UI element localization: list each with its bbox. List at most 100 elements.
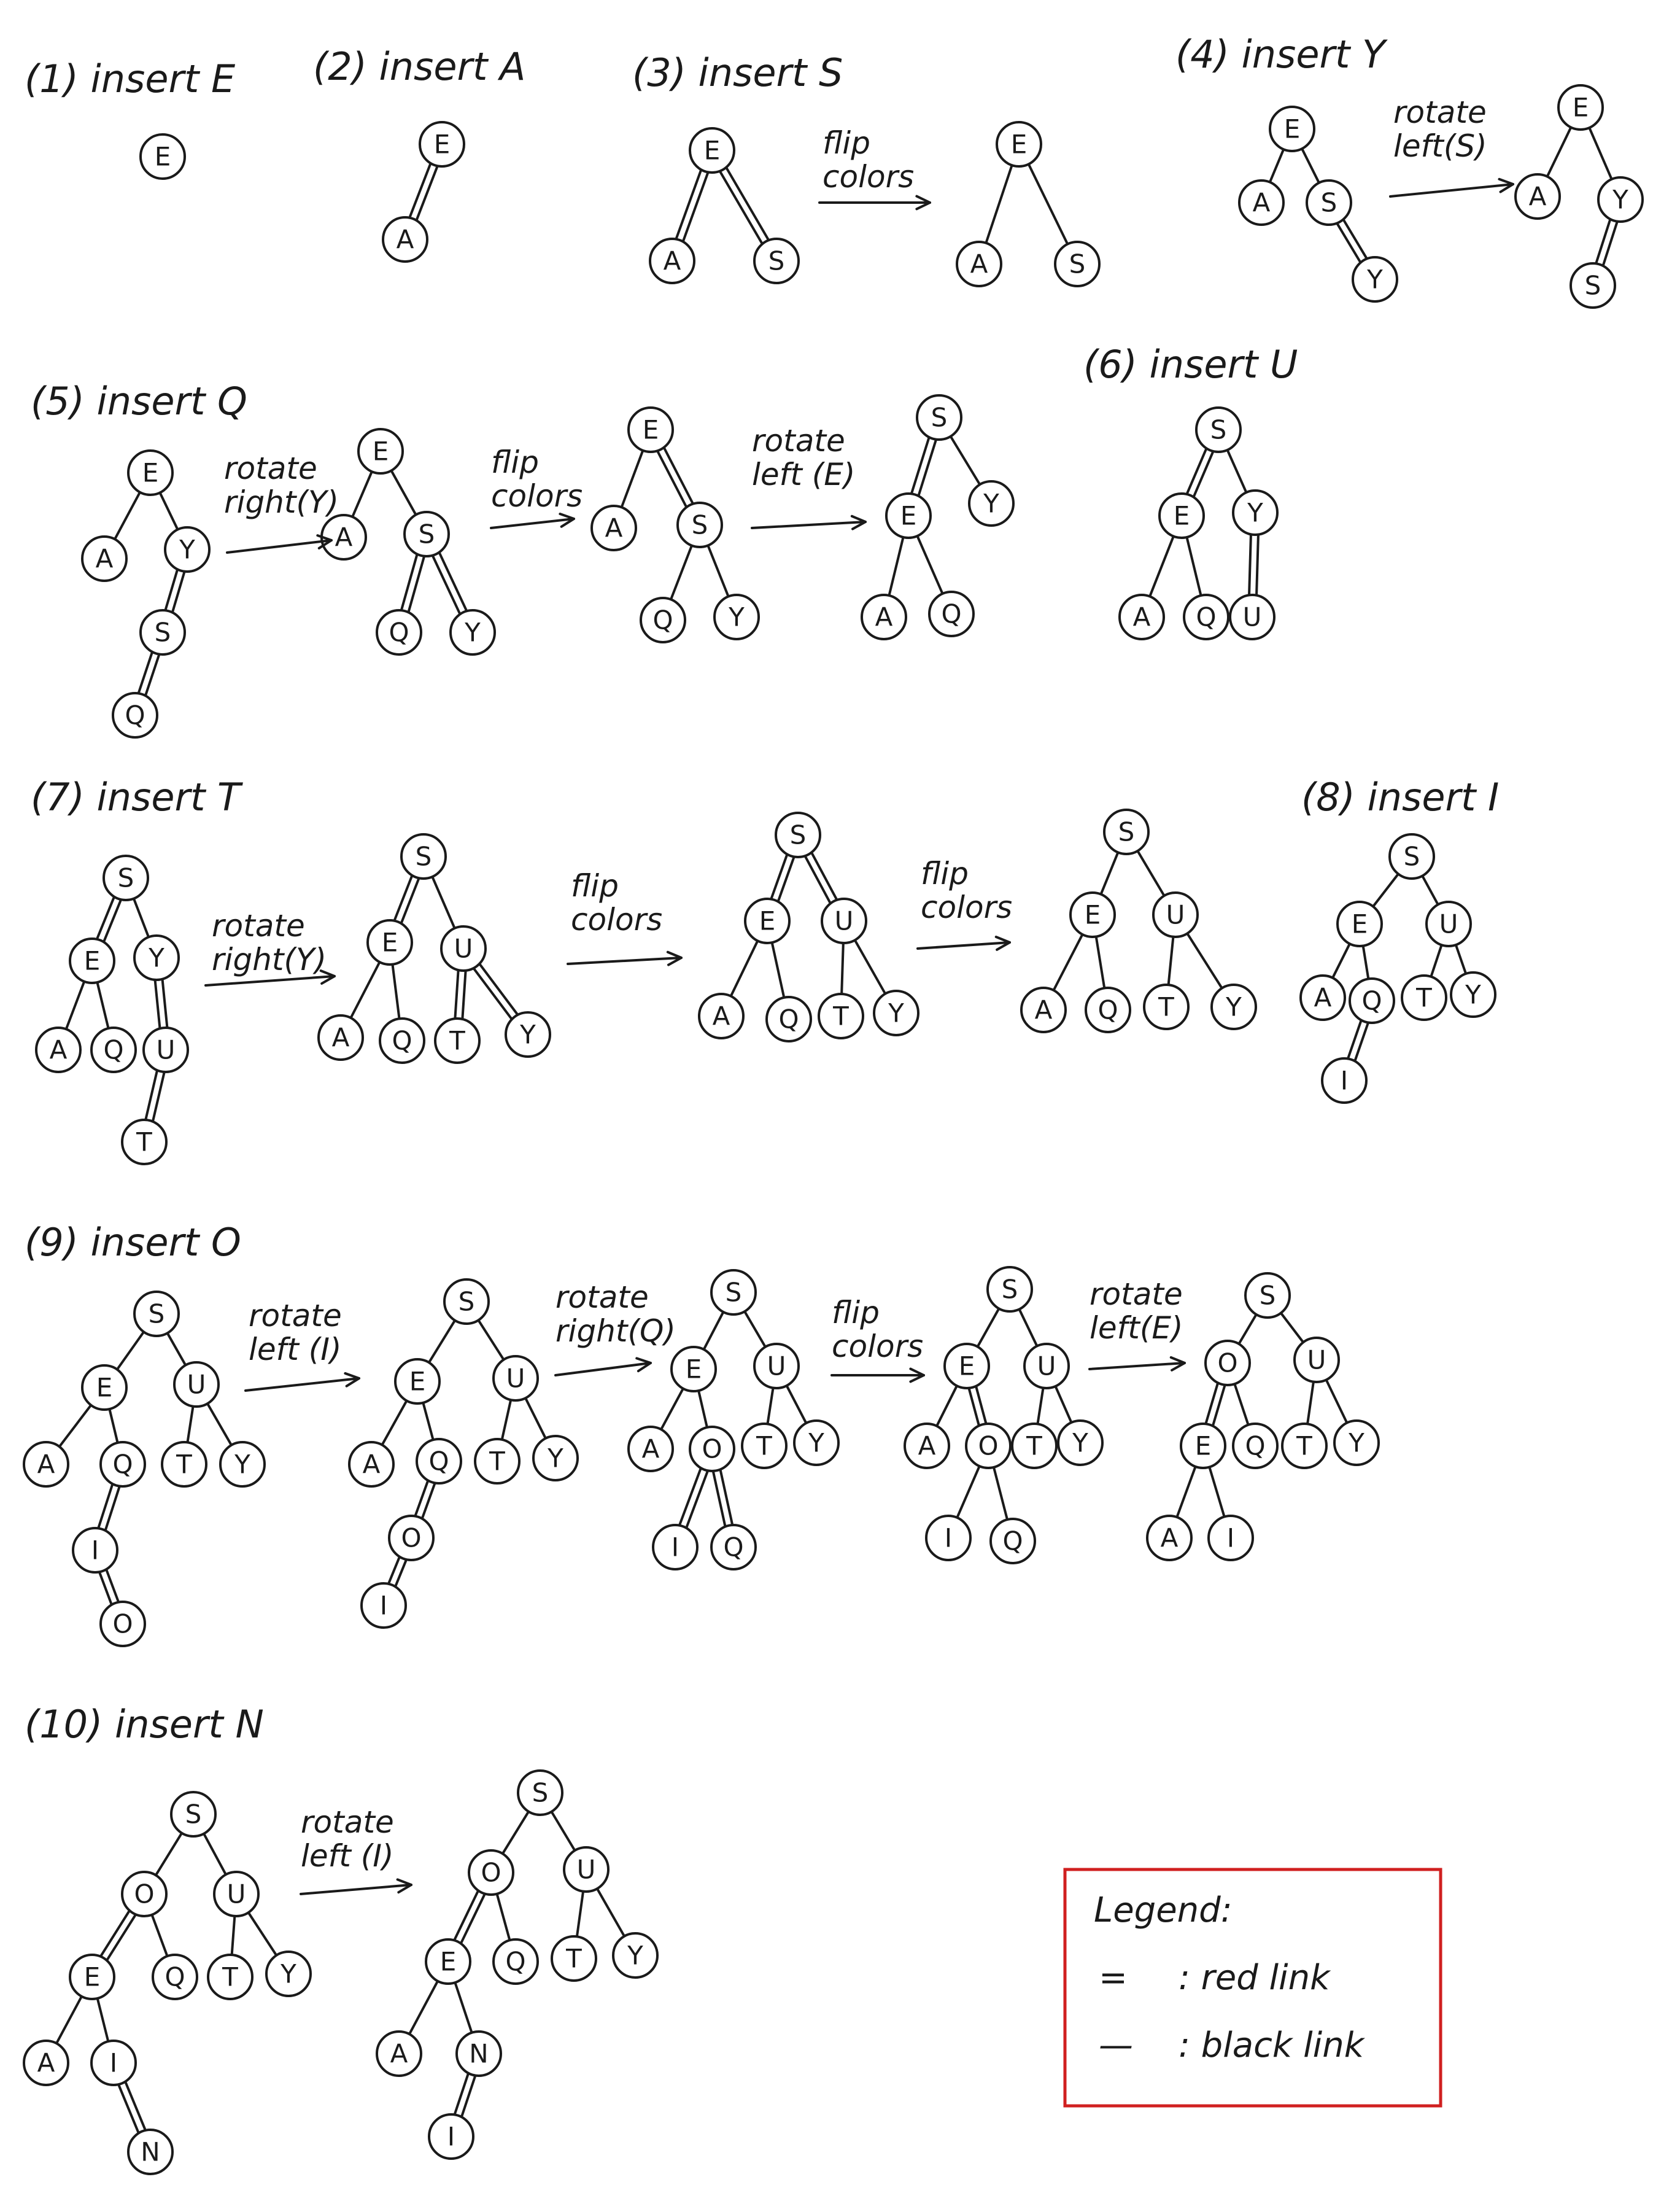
red-link-E-A (675, 168, 703, 241)
black-link-O-Q (495, 1892, 511, 1942)
red-link-S-Y-second-stroke (438, 551, 468, 612)
red-link-Q-I-second-stroke (104, 1485, 121, 1532)
node-circle-Y (265, 1951, 312, 1997)
node-S: S (790, 820, 807, 850)
red-link-Y-U (153, 979, 161, 1030)
node-circle-O (468, 1849, 514, 1896)
node-S: S (1585, 271, 1601, 301)
node-Y: Y (179, 535, 195, 565)
node-Q: Q (778, 1004, 799, 1035)
operation-label: rotate (752, 423, 845, 459)
node-S: S (1118, 817, 1135, 847)
black-link-E-A (408, 1979, 439, 2036)
node-circle-A (348, 1441, 395, 1488)
black-link-E-N (454, 1981, 473, 2034)
red-link-E-O (967, 1387, 980, 1427)
node-S: S (419, 519, 435, 549)
step-3-tree-2: E A S (956, 121, 1101, 287)
node-E: E (686, 1354, 702, 1384)
node-circle-S (103, 855, 149, 901)
node-I: I (672, 1532, 679, 1562)
node-O: O (401, 1523, 421, 1553)
red-link-I-O-second-stroke (105, 1568, 120, 1604)
node-Y: Y (1612, 185, 1628, 215)
red-link-Y-U (1248, 533, 1252, 596)
node-circle-Q (90, 1027, 137, 1073)
red-link-S-U (803, 855, 832, 905)
red-link-S-E (910, 436, 931, 495)
node-Q: Q (125, 701, 145, 731)
operation-label-line-2: colors (571, 902, 662, 937)
node-E: E (1195, 1431, 1212, 1461)
step-label-2: (2) insert A (313, 44, 525, 89)
node-I: I (945, 1523, 952, 1553)
node-circle-O (1204, 1340, 1251, 1386)
black-link-U-Y (524, 1397, 547, 1440)
node-U: U (1439, 909, 1458, 939)
black-link-U-T (186, 1405, 195, 1444)
node-circle-Y (449, 609, 496, 656)
node-A: A (605, 513, 623, 543)
node-O: O (134, 1879, 154, 1909)
node-circle-Y (1352, 256, 1398, 303)
node-Y: Y (1348, 1428, 1365, 1458)
node-circle-E (670, 1346, 717, 1392)
black-link-E-A (113, 491, 142, 541)
node-Y: Y (808, 1428, 824, 1458)
operation-label-line-2: colors (823, 159, 914, 195)
node-circle-S (710, 1269, 757, 1316)
node-E: E (1573, 93, 1589, 123)
black-link-E-A (888, 535, 905, 597)
step-10-tree-2: S O U E Q T Y A N I (376, 1769, 659, 2160)
node-Y: Y (1072, 1428, 1088, 1458)
step-1-tree-1: E (139, 133, 186, 180)
node-Q: Q (428, 1446, 449, 1477)
arrow-head (319, 969, 336, 985)
black-link-E-A (729, 939, 759, 998)
node-S: S (931, 403, 948, 433)
operation-label: rotate (555, 1279, 649, 1315)
node-Q: Q (103, 1035, 123, 1065)
step-label-3: (3) insert S (632, 50, 843, 95)
node-circle-T (551, 1935, 597, 1982)
red-link-O-I (387, 1556, 401, 1585)
node-A: A (1253, 188, 1271, 218)
node-circle-N (127, 2129, 174, 2175)
black-link-E-A (1331, 942, 1351, 979)
step-4-tree-1: E A S Y (1238, 106, 1398, 303)
node-Y: Y (1225, 992, 1242, 1022)
node-S: S (726, 1278, 742, 1308)
node-A: A (970, 249, 988, 279)
black-link-U-T (1036, 1386, 1045, 1426)
node-circle-U (173, 1361, 220, 1408)
black-link-S-O (501, 1810, 530, 1855)
node-circle-A (1299, 974, 1346, 1021)
black-link-E-Y (158, 491, 179, 531)
red-link-S-E (393, 874, 414, 922)
step-9-tree-2: S E U A Q T Y O I (348, 1278, 579, 1629)
black-link-S-U (743, 1310, 767, 1348)
node-Q: Q (392, 1026, 412, 1056)
node-S: S (1321, 188, 1337, 218)
operation-label: flip (823, 125, 870, 161)
step-7-tree-3: S E U A Q T Y (698, 812, 919, 1042)
node-E: E (142, 458, 159, 488)
black-link-S-E (702, 1310, 725, 1351)
node-A: A (1035, 995, 1053, 1025)
node-E: E (84, 1962, 101, 1992)
node-circle-I (925, 1515, 972, 1561)
black-link-U-Y (853, 939, 887, 995)
black-link-E-A (351, 470, 373, 518)
black-link-E-A (1148, 535, 1175, 598)
node-circle-A (376, 2030, 422, 2077)
red-link-U-T-second-stroke (152, 1071, 166, 1123)
node-circle-S (133, 1291, 180, 1337)
black-link-S-E (115, 1330, 145, 1371)
red-link-S-E-second-stroke (400, 877, 420, 925)
red-link-S-E-second-stroke (103, 898, 122, 943)
node-circle-Y (1057, 1419, 1104, 1466)
step-5-tree-1: E A Y S Q (81, 449, 211, 739)
red-link-I-N (117, 2083, 140, 2135)
